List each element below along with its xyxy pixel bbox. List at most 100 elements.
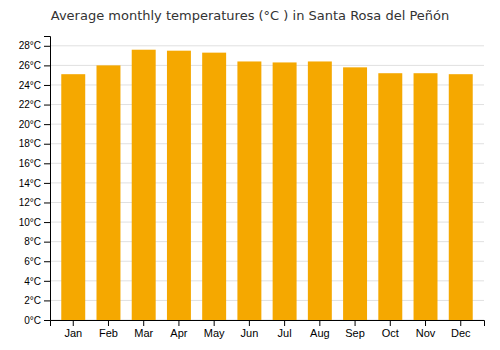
y-tick: 8°C [24,236,50,247]
y-tick: 20°C [19,119,50,130]
y-tick-label: 14°C [19,178,41,189]
bar [273,62,297,320]
y-tick: 14°C [19,178,50,189]
y-tick-mark [44,65,50,66]
x-tick-mark [319,320,320,326]
x-tick-label: Oct [382,327,399,339]
x-tick: Jan [64,320,82,339]
y-tick-mark [44,85,50,86]
x-tick-label: May [204,327,225,339]
y-tick: 0°C [24,315,50,326]
chart: Jan Feb Mar Apr May Jun Jul Aug Sep Oct Nov Dec 0°C 2… [0,0,500,350]
x-tick: Aug [310,320,330,339]
plot: Jan Feb Mar Apr May Jun Jul Aug Sep Oct Nov Dec 0°C 2… [19,37,485,339]
x-tick-mark [73,320,74,326]
x-tick-label: Aug [310,327,330,339]
y-tick-mark [44,242,50,243]
y-tick-mark [44,222,50,223]
y-tick-mark [44,46,50,47]
x-tick-mark [390,320,391,326]
x-tick: Mar [134,320,153,339]
x-tick: Feb [99,320,118,339]
x-tick: Apr [170,320,187,339]
x-tick: Nov [416,320,436,339]
x-tick-label: Jun [241,327,259,339]
y-tick-label: 26°C [19,60,41,71]
bar [343,67,367,320]
x-tick-label: Sep [345,327,365,339]
x-tick-mark [214,320,215,326]
x-tick-label: Dec [451,327,471,339]
y-tick: 16°C [19,158,50,169]
x-tick: Sep [345,320,365,339]
bar [132,50,156,320]
y-tick: 22°C [19,99,50,110]
y-tick-label: 18°C [19,138,41,149]
y-tick-mark [44,320,50,321]
y-tick-label: 28°C [19,40,41,51]
y-tick-label: 6°C [24,256,41,267]
y-tick-mark [44,202,50,203]
bar [449,74,473,320]
y-tick-mark [44,261,50,262]
y-tick: 26°C [19,60,50,71]
y-tick-label: 22°C [19,99,41,110]
y-tick-label: 16°C [19,158,41,169]
y-tick: 18°C [19,138,50,149]
y-tick: 2°C [24,295,50,306]
y-tick-label: 10°C [19,217,41,228]
y-tick-label: 12°C [19,197,41,208]
y-tick-mark [44,124,50,125]
bar [308,61,332,320]
y-tick: 4°C [24,276,50,287]
x-tick-mark [460,320,461,326]
y-tick: 10°C [19,217,50,228]
x-tick: Oct [382,320,399,339]
x-tick-mark [355,320,356,326]
x-tick-label: Apr [170,327,187,339]
x-tick: Jul [278,320,292,339]
x-tick-mark [178,320,179,326]
x-axis: Jan Feb Mar Apr May Jun Jul Aug Sep Oct Nov Dec [51,320,485,339]
y-tick-mark [44,281,50,282]
x-axis-line [51,321,485,327]
x-tick-label: Jul [278,327,292,339]
y-tick: 12°C [19,197,50,208]
title: Average monthly temperatures (°C ) in Sa… [51,8,449,23]
y-tick-mark [44,163,50,164]
y-tick-mark [44,300,50,301]
y-tick-mark [44,183,50,184]
x-tick-mark [143,320,144,326]
x-tick-mark [249,320,250,326]
y-tick-mark [44,144,50,145]
bar [97,65,121,320]
x-tick-label: Nov [416,327,436,339]
x-tick-label: Jan [64,327,82,339]
bar [237,61,261,320]
x-tick: Jun [241,320,259,339]
y-tick: 6°C [24,256,50,267]
y-tick-label: 4°C [24,276,41,287]
bars [61,50,472,320]
x-tick: Dec [451,320,471,339]
y-tick-mark [44,105,50,106]
y-tick: 28°C [19,40,50,51]
bar [167,51,191,320]
y-tick-label: 0°C [24,315,41,326]
y-tick-label: 8°C [24,236,41,247]
y-axis-line [44,37,51,321]
y-tick-label: 20°C [19,119,41,130]
bar [202,53,226,320]
x-tick-mark [108,320,109,326]
y-tick-label: 24°C [19,80,41,91]
grid-line [50,45,484,46]
x-tick-label: Feb [99,327,118,339]
y-axis: 0°C 2°C 4°C 6°C 8°C 10°C 12°C 14°C 16°C 18°C 20°C 2… [19,37,51,326]
bar [414,73,438,320]
grid [50,46,484,320]
x-tick-mark [284,320,285,326]
y-tick-label: 2°C [24,295,41,306]
y-tick: 24°C [19,80,50,91]
bar [61,74,85,320]
x-tick-label: Mar [134,327,153,339]
